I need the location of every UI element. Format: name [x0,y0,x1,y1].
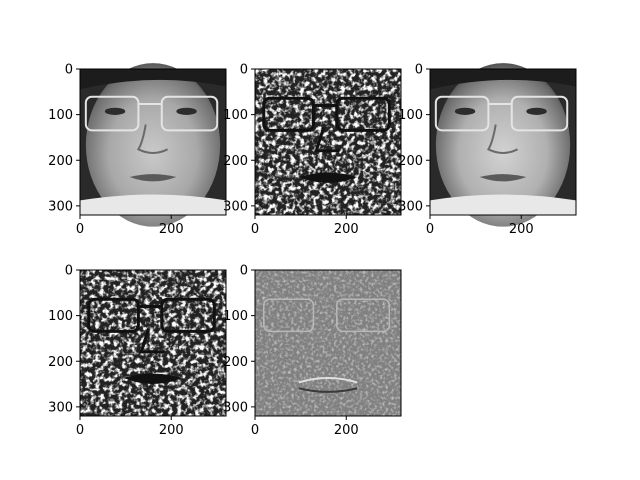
right-eye [176,107,197,115]
glasses-left-lens [84,95,140,132]
subplot-1: 0 200 0 100 200 300 [48,63,227,237]
hair-region [80,69,226,90]
y-tick-label: 300 [48,400,73,415]
y-tick-label: 0 [240,264,248,279]
glasses-left-lens [262,96,315,132]
axes-frame [429,68,577,216]
subplot-3: 0 200 0 100 200 300 [398,63,577,237]
y-tick-label: 100 [48,309,73,324]
y-tick-label: 200 [223,154,248,169]
x-tick-label: 0 [251,222,259,237]
y-tick-label: 300 [48,199,73,214]
x-tick-label: 200 [334,222,359,237]
y-tick-label: 100 [223,108,248,123]
glasses-right-lens [160,297,216,333]
hair-region [430,69,576,90]
y-tick-label: 100 [398,108,423,123]
shirt-region [430,194,576,215]
glasses-left-lens [434,95,490,132]
y-tick-label: 200 [223,355,248,370]
subplot-2: 0 200 0 100 200 300 [223,63,402,237]
glasses-right-lens [160,95,219,132]
y-tick-label: 0 [65,264,73,279]
x-tick-label: 200 [509,222,534,237]
axes-frame [79,269,227,417]
glasses-left-lens [87,297,140,333]
x-tick-label: 0 [426,222,434,237]
x-tick-label: 200 [334,423,359,438]
y-tick-label: 100 [48,108,73,123]
y-tick-label: 300 [223,400,248,415]
subplot-4: 0 200 0 100 200 300 [48,264,227,438]
left-eye [454,107,476,115]
shirt-region [80,194,226,215]
texture-noise [80,270,226,416]
x-tick-label: 0 [251,423,259,438]
left-eye [104,107,126,115]
texture-noise [255,69,401,215]
y-tick-label: 100 [223,309,248,324]
glasses-right-lens [335,96,391,132]
y-tick-label: 200 [48,154,73,169]
y-tick-label: 0 [415,63,423,78]
x-tick-label: 200 [159,423,184,438]
axes-frame [79,68,227,216]
glasses-left-lens [263,298,315,333]
mouth [129,174,177,182]
y-tick-label: 200 [48,355,73,370]
nose [486,124,519,154]
y-tick-label: 300 [398,199,423,214]
y-tick-label: 300 [223,199,248,214]
x-tick-label: 200 [159,222,184,237]
nose [139,327,165,354]
face-region [435,63,571,227]
y-tick-label: 200 [398,154,423,169]
right-eye [526,107,547,115]
x-tick-label: 0 [76,423,84,438]
edge-noise [255,270,401,416]
x-tick-label: 0 [76,222,84,237]
nose [314,126,340,153]
mouth [298,172,358,183]
glasses-right-lens [510,95,569,132]
nose [136,124,169,154]
axes-frame [254,68,402,216]
mouth [298,377,358,384]
y-tick-label: 0 [240,63,248,78]
subplot-5: 0 200 0 100 200 300 [223,264,402,438]
glasses-right-lens [336,298,391,333]
mouth [479,174,527,182]
y-tick-label: 0 [65,63,73,78]
axes-frame [254,269,402,417]
mouth-lower [298,387,358,393]
face-region [85,63,221,227]
mouth [123,373,183,384]
